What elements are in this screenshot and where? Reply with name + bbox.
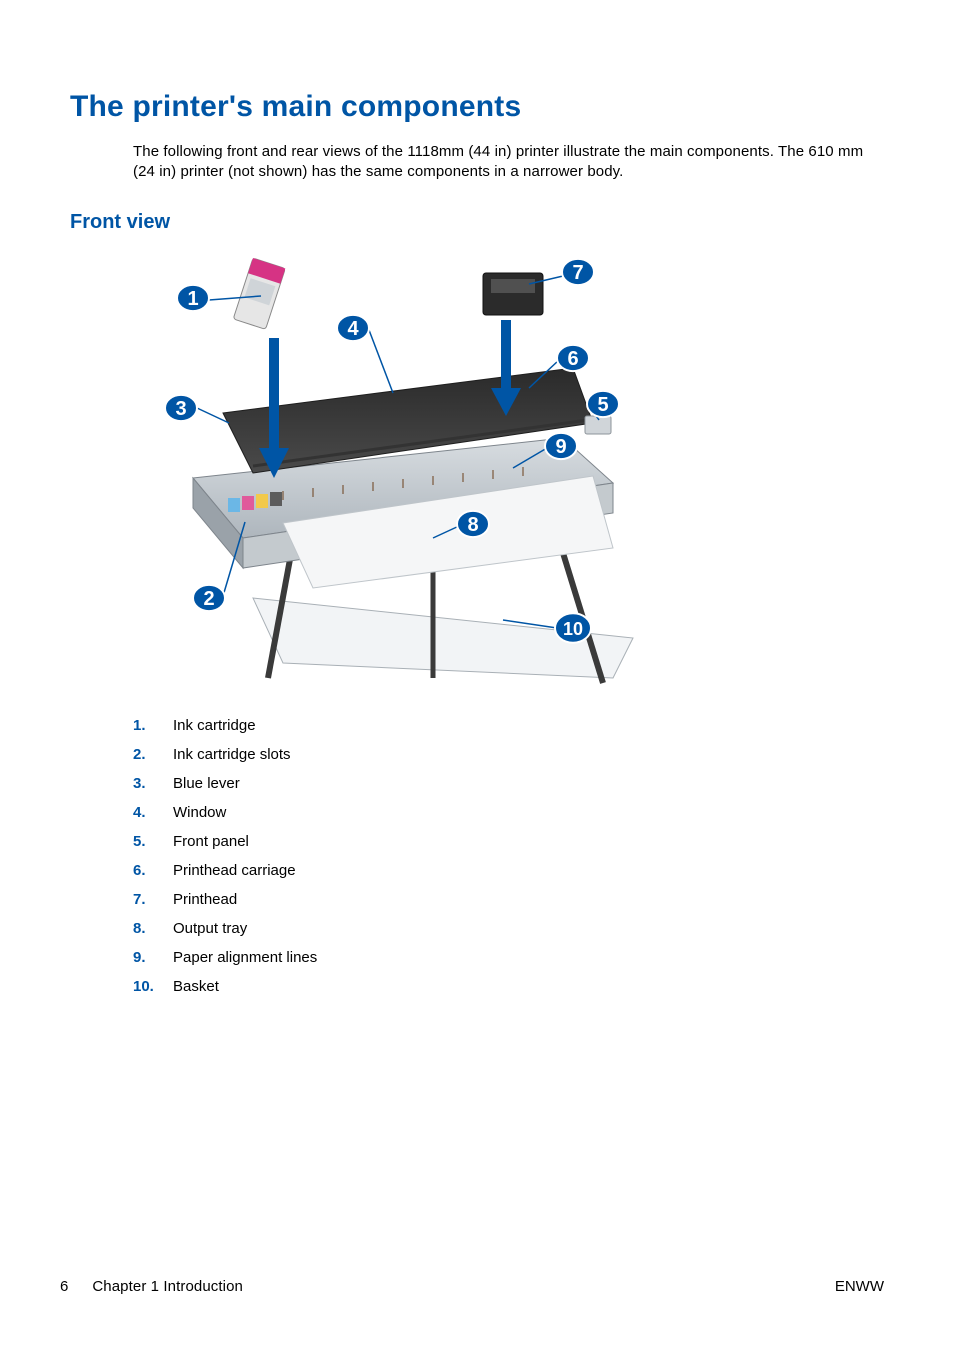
list-item-label: Output tray xyxy=(173,920,247,937)
list-item-number: 9. xyxy=(133,949,173,966)
list-item: 10.Basket xyxy=(133,972,884,1001)
list-item-label: Blue lever xyxy=(173,775,240,792)
page-number: 6 xyxy=(60,1278,68,1295)
list-item-label: Window xyxy=(173,804,226,821)
component-list: 1.Ink cartridge2.Ink cartridge slots3.Bl… xyxy=(133,711,884,1001)
callout-number: 5 xyxy=(597,394,608,416)
list-item: 1.Ink cartridge xyxy=(133,711,884,740)
intro-paragraph: The following front and rear views of th… xyxy=(133,142,884,183)
list-item: 3.Blue lever xyxy=(133,769,884,798)
callout-number: 7 xyxy=(572,262,583,284)
list-item-label: Paper alignment lines xyxy=(173,949,317,966)
list-item-label: Ink cartridge slots xyxy=(173,746,291,763)
callout-number: 2 xyxy=(203,588,214,610)
list-item: 5.Front panel xyxy=(133,827,884,856)
printer-diagram: 1 4 7 3 6 5 9 8 2 10 xyxy=(133,248,693,688)
list-item-label: Printhead xyxy=(173,891,237,908)
list-item-number: 2. xyxy=(133,746,173,763)
callout-number: 6 xyxy=(567,348,578,370)
section-heading: The printer's main components xyxy=(70,90,884,124)
list-item: 6.Printhead carriage xyxy=(133,856,884,885)
front-view-figure: 1 4 7 3 6 5 9 8 2 10 xyxy=(133,248,884,693)
list-item-number: 3. xyxy=(133,775,173,792)
locale-code: ENWW xyxy=(835,1278,884,1295)
list-item-number: 5. xyxy=(133,833,173,850)
callout-number: 9 xyxy=(555,436,566,458)
list-item-label: Front panel xyxy=(173,833,249,850)
list-item-number: 8. xyxy=(133,920,173,937)
list-item: 4.Window xyxy=(133,798,884,827)
list-item: 7.Printhead xyxy=(133,885,884,914)
list-item-label: Basket xyxy=(173,978,219,995)
page-footer: 6 Chapter 1 Introduction ENWW xyxy=(0,1278,954,1295)
subsection-heading: Front view xyxy=(70,211,884,234)
list-item: 8.Output tray xyxy=(133,914,884,943)
list-item-number: 6. xyxy=(133,862,173,879)
document-page: The printer's main components The follow… xyxy=(0,0,954,1350)
list-item-label: Printhead carriage xyxy=(173,862,296,879)
list-item-number: 1. xyxy=(133,717,173,734)
list-item-label: Ink cartridge xyxy=(173,717,256,734)
list-item-number: 10. xyxy=(133,978,173,995)
callout-number: 10 xyxy=(563,619,583,639)
callout-number: 8 xyxy=(467,514,478,536)
list-item: 9.Paper alignment lines xyxy=(133,943,884,972)
list-item-number: 7. xyxy=(133,891,173,908)
list-item: 2.Ink cartridge slots xyxy=(133,740,884,769)
list-item-number: 4. xyxy=(133,804,173,821)
callout-number: 4 xyxy=(347,318,359,340)
chapter-label: Chapter 1 Introduction xyxy=(92,1278,243,1295)
callout-number: 3 xyxy=(175,398,186,420)
callout-number: 1 xyxy=(187,288,198,310)
